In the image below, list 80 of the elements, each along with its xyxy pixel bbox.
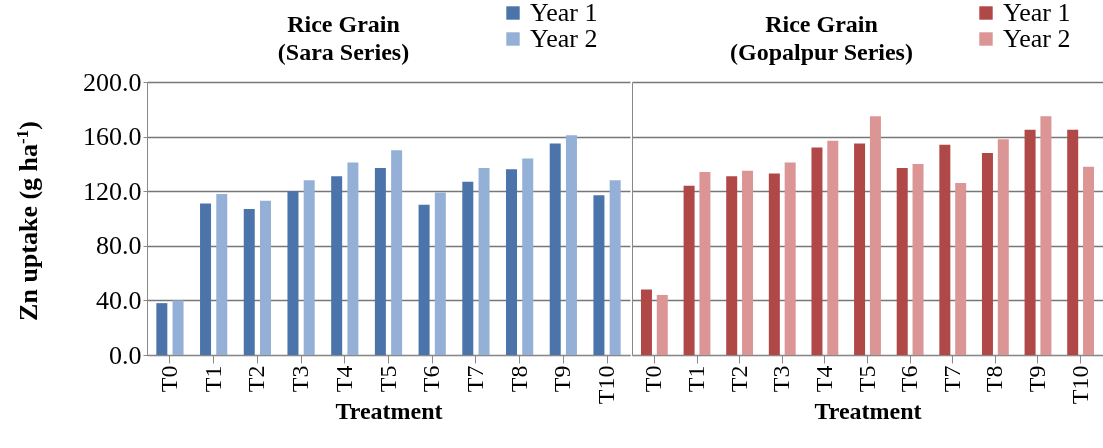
x-tick-label: T1 <box>683 365 709 393</box>
x-tick-label: T6 <box>896 365 923 393</box>
legend-label: Year 1 <box>530 0 598 27</box>
x-tick-label: T3 <box>768 365 795 393</box>
bar <box>912 163 924 355</box>
bar <box>1067 129 1079 355</box>
x-axis-title: Treatment <box>814 398 922 425</box>
x-tick-label: T0 <box>155 365 182 393</box>
bar <box>939 144 951 355</box>
bar <box>303 180 315 355</box>
bar <box>1024 129 1036 355</box>
bar <box>726 176 738 355</box>
bar <box>854 143 866 355</box>
y-tick-label: 80.0 <box>96 231 142 261</box>
bar <box>896 168 908 355</box>
x-tick-label: T1 <box>199 365 226 393</box>
bar <box>593 195 605 355</box>
legend-label: Year 2 <box>1003 24 1071 53</box>
bar <box>418 204 430 355</box>
bar <box>997 139 1009 355</box>
bar <box>955 183 967 355</box>
x-tick-label: T8 <box>981 365 1008 393</box>
chart-title: Rice Grain (Sara Series) <box>277 10 410 66</box>
bar <box>742 170 754 355</box>
y-tick-label: 40.0 <box>96 285 142 315</box>
bar <box>1083 166 1095 355</box>
bar <box>391 150 403 355</box>
bar <box>827 140 839 355</box>
x-tick-label: T3 <box>287 365 314 393</box>
bar <box>549 143 561 355</box>
bar <box>784 162 796 355</box>
x-tick-label: T7 <box>461 365 488 393</box>
bar <box>374 168 386 355</box>
x-tick-label: T8 <box>505 365 532 393</box>
x-tick-label: T6 <box>418 365 445 393</box>
bar <box>172 300 184 355</box>
x-tick-label: T5 <box>374 365 401 393</box>
x-tick-label: T5 <box>853 365 880 393</box>
legend-label: Year 1 <box>1003 0 1071 27</box>
bar <box>981 152 993 355</box>
bar <box>640 289 652 355</box>
legend-label: Year 2 <box>530 24 598 53</box>
bar <box>200 203 212 355</box>
x-tick-label: T4 <box>810 365 837 393</box>
bar <box>656 294 668 355</box>
bar <box>1040 116 1052 355</box>
bar <box>434 192 446 355</box>
bar <box>522 158 534 355</box>
x-tick-label: T10 <box>1066 365 1093 405</box>
x-tick-label: T4 <box>330 365 357 393</box>
y-tick-label: 200.0 <box>83 67 142 97</box>
bar <box>462 181 474 355</box>
bar <box>506 169 518 355</box>
y-tick-label: 160.0 <box>83 122 142 152</box>
bar <box>259 200 271 355</box>
bar <box>156 303 168 355</box>
bar <box>768 173 780 355</box>
bar <box>811 147 823 355</box>
chart-title: Rice Grain (Gopalpur Series) <box>730 10 913 66</box>
x-tick-label: T2 <box>243 365 270 393</box>
bar <box>699 172 711 355</box>
x-tick-label: T9 <box>549 365 576 393</box>
x-tick-label: T2 <box>725 365 752 393</box>
x-tick-label: T9 <box>1024 365 1050 393</box>
bar <box>565 135 577 355</box>
y-tick-label: 0.0 <box>109 340 142 370</box>
x-tick-label: T10 <box>593 365 620 405</box>
bar <box>478 168 490 355</box>
bar <box>347 162 359 355</box>
bar <box>216 193 228 355</box>
bar <box>683 185 695 355</box>
y-tick-label: 120.0 <box>83 176 142 206</box>
x-tick-label: T0 <box>640 365 667 393</box>
bar <box>609 180 621 355</box>
bar <box>287 191 299 355</box>
x-tick-label: T7 <box>938 365 965 393</box>
bar <box>869 116 881 355</box>
bar <box>331 176 343 355</box>
x-axis-title: Treatment <box>335 398 443 425</box>
bar <box>243 208 255 355</box>
